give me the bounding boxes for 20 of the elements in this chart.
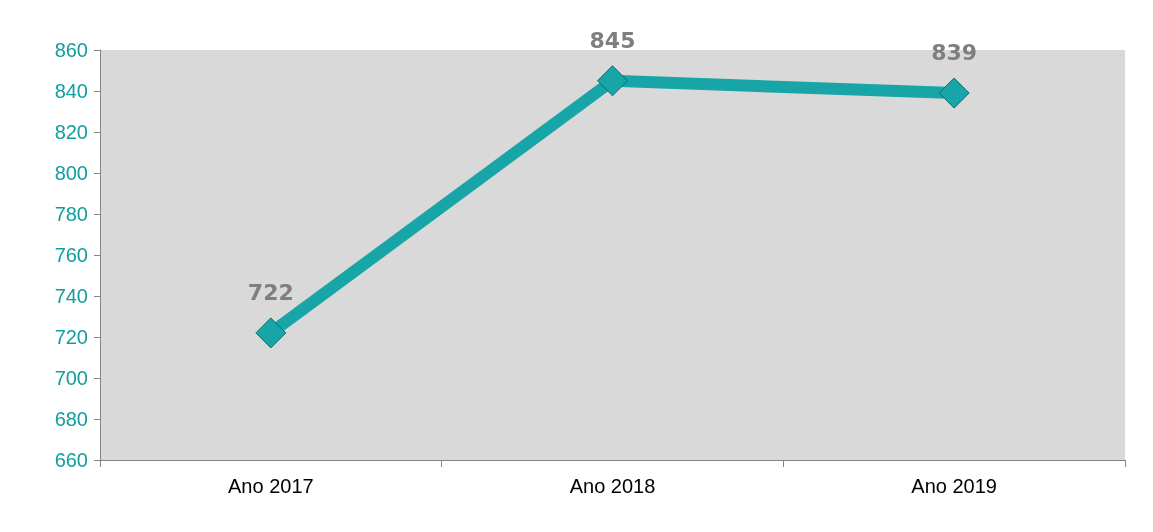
- y-tick-label: 860: [54, 39, 88, 61]
- point: [255, 317, 287, 349]
- y-tick-label: 800: [54, 162, 88, 184]
- point: [938, 77, 970, 109]
- x-tick-label: Ano 2018: [569, 475, 656, 497]
- x-tick-label: Ano 2019: [911, 475, 997, 497]
- y-tick-label: 840: [54, 80, 88, 102]
- data-label: 722: [247, 279, 294, 305]
- data-label: 839: [931, 40, 978, 66]
- y-tick-label: 680: [54, 408, 88, 430]
- data-label: 845: [589, 27, 636, 53]
- point: [597, 65, 628, 97]
- y-tick-label: 760: [54, 244, 88, 266]
- x-tick-label: Ano 2017: [228, 475, 314, 497]
- y-tick-label: 720: [54, 326, 88, 348]
- y-tick-label: 660: [54, 449, 88, 471]
- y-tick-label: 780: [54, 203, 88, 225]
- y-tick-label: 820: [54, 121, 88, 143]
- y-tick-label: 740: [54, 285, 88, 307]
- y-tick-label: 700: [54, 367, 88, 389]
